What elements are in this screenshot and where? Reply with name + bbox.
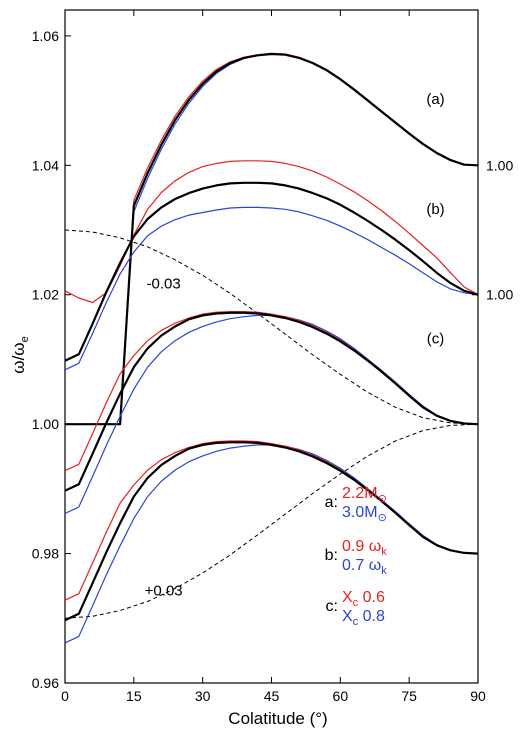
legend-key: c: — [326, 598, 338, 615]
legend: a:2.2M⊙3.0M⊙ b:0.9 ωk0.7 ωk c:Xc 0.6Xc 0.8 — [325, 485, 388, 628]
x-tick-label: 75 — [401, 688, 417, 704]
y-tick-label: 1.02 — [32, 287, 59, 303]
plot-frame — [64, 9, 479, 684]
panel-label: (a) — [426, 91, 444, 108]
x-tick-label: 90 — [470, 688, 486, 704]
x-tick-label: 30 — [195, 688, 211, 704]
x-tick-label: 60 — [333, 688, 349, 704]
dashed-curves-layer — [64, 229, 479, 619]
y-tick-label: 0.96 — [32, 675, 59, 691]
y-tick-label: 1.04 — [32, 157, 59, 173]
series-line — [65, 52, 479, 426]
legend-entry: Xc 0.8 — [342, 608, 385, 628]
series-layer — [64, 52, 479, 644]
dashed-curve — [64, 229, 479, 425]
x-tick-label: 45 — [264, 688, 280, 704]
panel-label: (b) — [426, 201, 444, 218]
series-line — [64, 440, 479, 601]
y-axis-title-sub: e — [19, 336, 31, 342]
legend-entry: 0.7 ωk — [342, 557, 387, 577]
x-tick-label: 15 — [126, 688, 142, 704]
series-line — [64, 441, 479, 622]
series-line — [64, 160, 479, 304]
y-axis-title: ω/ωe — [9, 336, 31, 373]
panel-label: (c) — [427, 330, 445, 347]
series-line — [64, 314, 479, 515]
legend-entry: Xc 0.6 — [342, 589, 385, 609]
dashed-curve — [64, 423, 479, 619]
series-line — [64, 311, 479, 492]
series-line — [64, 181, 479, 362]
x-tick-label: 0 — [61, 688, 69, 704]
y-tick-label: 1.06 — [32, 28, 59, 44]
dashed-curve-label: +0.03 — [145, 583, 183, 600]
right-tick-label: 1.00 — [486, 157, 513, 173]
svg-text:ω/ωe: ω/ωe — [9, 336, 31, 373]
y-tick-label: 1.00 — [32, 416, 59, 432]
axes-layer: 0 15 30 45 60 75 90 0.96 0.98 1.00 1.02 1.04 1.06 1.0… — [32, 9, 513, 704]
y-tick-label: 0.98 — [32, 546, 59, 562]
legend-key: b: — [325, 547, 338, 564]
x-axis-title: Colatitude (°) — [228, 709, 327, 728]
series-line — [64, 444, 479, 644]
legend-entry: 3.0M⊙ — [342, 504, 387, 524]
series-line — [64, 206, 479, 371]
dashed-curve-label: -0.03 — [147, 275, 181, 292]
legend-entry: 2.2M⊙ — [342, 485, 387, 505]
labels-layer: (a) (b) (c) -0.03 +0.03 — [145, 91, 445, 600]
series-line — [64, 311, 479, 472]
y-axis-title-main: ω/ω — [9, 342, 28, 373]
legend-entry: 0.9 ωk — [342, 538, 387, 558]
right-tick-label: 1.00 — [486, 287, 513, 303]
legend-key: a: — [325, 494, 338, 511]
